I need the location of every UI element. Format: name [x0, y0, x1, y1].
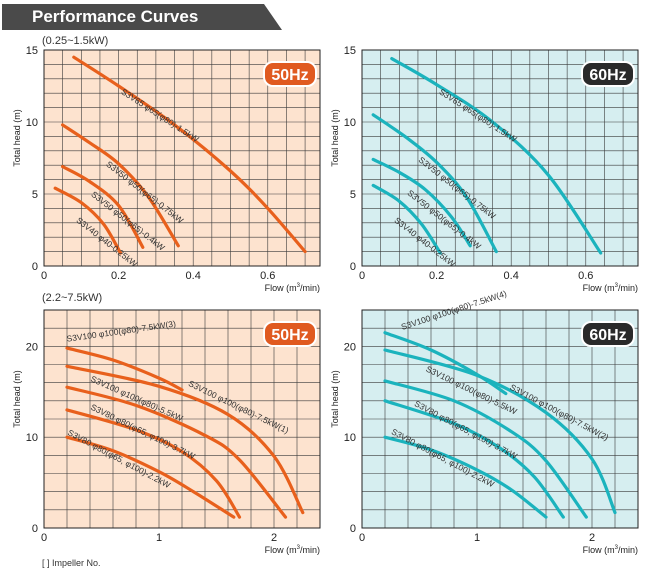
y-axis-label: Total head (m): [12, 109, 22, 167]
range-label-top: (0.25~1.5kW): [42, 35, 109, 47]
y-axis-label: Total head (m): [330, 109, 340, 167]
series-curve: [371, 157, 472, 248]
x-tick-label: 0.2: [429, 270, 444, 282]
frequency-badge-bg: [581, 321, 635, 347]
series-curve: [65, 364, 305, 515]
frequency-badge: 60Hz: [581, 61, 635, 87]
y-tick-label: 5: [350, 189, 356, 201]
plot-border: [43, 309, 321, 529]
y-tick-label: 10: [344, 432, 356, 444]
y-tick-label: 10: [26, 117, 38, 129]
series-curve: [371, 183, 442, 255]
y-tick-label: 5: [32, 189, 38, 201]
y-tick-label: 0: [32, 523, 38, 535]
range-label-bottom: (2.2~7.5kW): [42, 292, 103, 304]
series-curve: [383, 379, 588, 519]
x-tick-label: 2: [271, 532, 277, 544]
series-curve: [72, 55, 307, 254]
y-tick-label: 15: [344, 45, 356, 57]
page-title: Performance Curves: [32, 7, 199, 26]
x-axis-label: Flow (m3/min): [265, 283, 320, 293]
y-axis-label: Total head (m): [330, 370, 340, 428]
x-tick-label: 2: [589, 532, 595, 544]
series-curve: [383, 435, 548, 519]
series-curve: [65, 346, 184, 392]
impeller-footnote: [ ] Impeller No.: [42, 558, 101, 568]
frequency-badge-bg: [263, 61, 317, 87]
series-curve: [61, 123, 180, 248]
series-curve: [383, 348, 617, 515]
frequency-badge-label: 60Hz: [589, 67, 626, 84]
title-bar-shape: [2, 4, 282, 30]
x-tick-label: 0.6: [578, 270, 593, 282]
x-tick-label: 0: [41, 270, 47, 282]
series-curve: [371, 113, 498, 254]
x-tick-label: 0: [359, 270, 365, 282]
frequency-badge-label: 50Hz: [271, 327, 308, 344]
x-axis-label: Flow (m3/min): [583, 283, 638, 293]
y-tick-label: 20: [26, 341, 38, 353]
y-tick-label: 10: [26, 432, 38, 444]
x-tick-label: 0.6: [260, 270, 275, 282]
frequency-badge-label: 60Hz: [589, 327, 626, 344]
frequency-badge: 50Hz: [263, 321, 317, 347]
x-axis-label: Flow (m3/min): [265, 545, 320, 555]
series-curve: [383, 399, 565, 519]
y-tick-label: 10: [344, 117, 356, 129]
y-tick-label: 0: [32, 261, 38, 273]
series-curve: [65, 408, 242, 519]
frequency-badge: 60Hz: [581, 321, 635, 347]
frequency-badge-bg: [581, 61, 635, 87]
title-bar: Performance Curves: [2, 4, 282, 30]
series-curve: [53, 186, 123, 255]
x-tick-label: 0.4: [504, 270, 519, 282]
x-tick-label: 0.4: [186, 270, 201, 282]
frequency-badge-label: 50Hz: [271, 67, 308, 84]
y-tick-label: 0: [350, 261, 356, 273]
x-axis-label: Flow (m3/min): [583, 545, 638, 555]
x-tick-label: 0: [359, 532, 365, 544]
frequency-badge: 50Hz: [263, 61, 317, 87]
plot-border: [43, 49, 321, 267]
plot-border: [361, 309, 639, 529]
y-tick-label: 15: [26, 45, 38, 57]
series-curve: [65, 385, 288, 519]
series-curve: [390, 57, 603, 255]
frequency-badge-bg: [263, 321, 317, 347]
series-curve: [65, 435, 236, 519]
x-tick-label: 0: [41, 532, 47, 544]
y-tick-label: 0: [350, 523, 356, 535]
x-tick-label: 0.2: [111, 270, 126, 282]
x-tick-label: 1: [474, 532, 480, 544]
plot-border: [361, 49, 639, 267]
x-tick-label: 1: [156, 532, 162, 544]
series-curve: [61, 165, 145, 249]
y-axis-label: Total head (m): [12, 370, 22, 428]
series-curve: [383, 331, 508, 396]
y-tick-label: 20: [344, 341, 356, 353]
